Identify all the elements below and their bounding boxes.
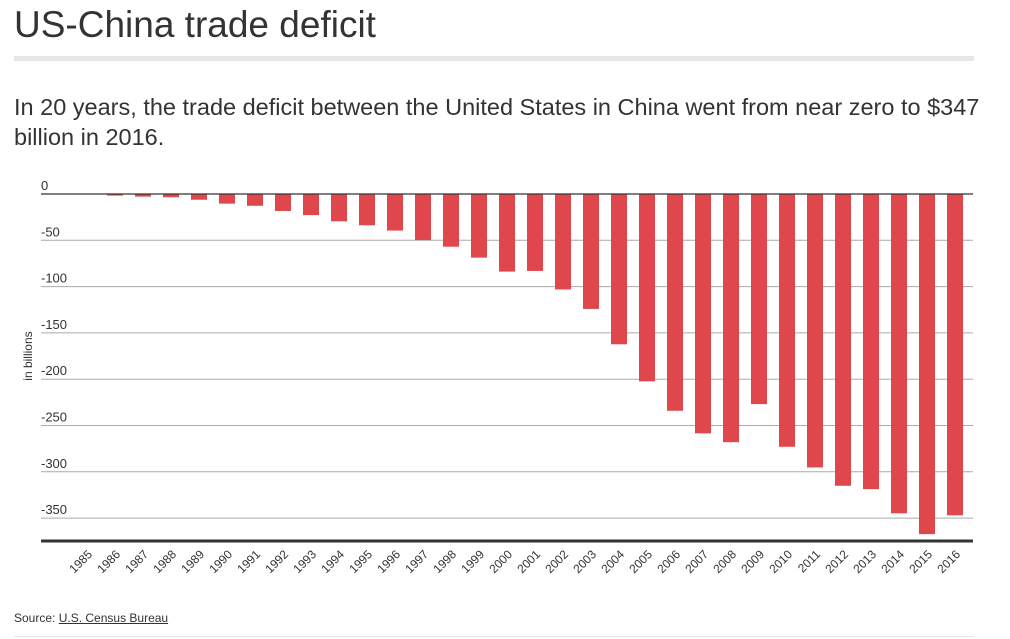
- bar-chart: 0 -50 -100 -150 -200 -250 -300 -350 in billions 1…: [21, 178, 973, 576]
- bar-2008: [723, 194, 739, 443]
- x-tick-label: 1991: [234, 547, 263, 576]
- x-tick-label: 2016: [934, 547, 963, 576]
- bar-1995: [359, 194, 375, 226]
- title-divider: [14, 56, 974, 61]
- y-tick-label: 0: [41, 178, 48, 193]
- x-tick-label: 1988: [150, 547, 179, 576]
- x-tick-label: 1993: [290, 547, 319, 576]
- bar-2003: [583, 194, 599, 309]
- y-tick-label: -350: [41, 502, 67, 517]
- bar-1989: [191, 194, 207, 200]
- x-tick-label: 2013: [850, 547, 879, 576]
- bar-1986: [107, 194, 123, 196]
- bar-1993: [303, 194, 319, 216]
- x-tick-label: 1997: [402, 547, 431, 576]
- x-tick-label: 2007: [682, 547, 711, 576]
- x-tick-label: 1992: [262, 547, 291, 576]
- bar-1997: [415, 194, 431, 241]
- x-tick-label: 1989: [178, 547, 207, 576]
- x-tick-label: 1995: [346, 547, 375, 576]
- bar-2016: [947, 194, 963, 516]
- x-tick-label: 2015: [906, 547, 935, 576]
- x-tick-label: 1999: [458, 547, 487, 576]
- chart-subtitle: In 20 years, the trade deficit between t…: [14, 94, 980, 150]
- bar-2004: [611, 194, 627, 345]
- x-tick-label: 2005: [626, 547, 655, 576]
- source-note: Source: U.S. Census Bureau: [14, 611, 168, 625]
- bar-2000: [499, 194, 515, 272]
- bar-2009: [751, 194, 767, 405]
- x-tick-label: 2011: [795, 547, 823, 575]
- x-tick-label: 2014: [878, 547, 907, 576]
- x-tick-label: 1990: [206, 547, 235, 576]
- bar-2010: [779, 194, 795, 447]
- bar-1992: [275, 194, 291, 211]
- x-tick-label: 1994: [318, 547, 347, 576]
- y-tick-label: -150: [41, 317, 67, 332]
- bar-1994: [331, 194, 347, 222]
- x-tick-label: 1987: [122, 547, 151, 576]
- bar-2006: [667, 194, 683, 411]
- x-tick-label: 2010: [766, 547, 795, 576]
- x-tick-label: 1996: [374, 547, 403, 576]
- x-tick-label: 2012: [822, 547, 851, 576]
- bar-2005: [639, 194, 655, 382]
- x-tick-label: 1985: [66, 547, 95, 576]
- bar-2002: [555, 194, 571, 290]
- bar-1987: [135, 194, 151, 197]
- footer-divider: [14, 636, 974, 637]
- bar-1998: [443, 194, 459, 247]
- y-tick-label: -100: [41, 271, 67, 286]
- bar-2012: [835, 194, 851, 486]
- x-tick-label: 2006: [654, 547, 683, 576]
- bar-2013: [863, 194, 879, 490]
- x-tick-label: 2008: [710, 547, 739, 576]
- y-tick-label: -250: [41, 410, 67, 425]
- x-tick-label: 2003: [570, 547, 599, 576]
- bar-2001: [527, 194, 543, 271]
- source-label: Source:: [14, 611, 56, 625]
- bar-1988: [163, 194, 179, 198]
- x-tick-label: 1998: [430, 547, 459, 576]
- bar-1996: [387, 194, 403, 231]
- x-tick-label: 2001: [514, 547, 543, 576]
- bar-2011: [807, 194, 823, 468]
- bar-1990: [219, 194, 235, 204]
- chart-title: US-China trade deficit: [14, 4, 376, 45]
- x-tick-label: 2002: [542, 547, 571, 576]
- y-tick-label: -300: [41, 456, 67, 471]
- source-link[interactable]: U.S. Census Bureau: [58, 611, 169, 625]
- bar-1999: [471, 194, 487, 258]
- y-axis-label: in billions: [21, 331, 35, 380]
- x-tick-label: 2009: [738, 547, 767, 576]
- y-tick-label: -50: [41, 224, 60, 239]
- y-tick-label: -200: [41, 363, 67, 378]
- bar-2007: [695, 194, 711, 434]
- bar-2014: [891, 194, 907, 514]
- x-tick-label: 2000: [486, 547, 515, 576]
- x-tick-label: 2004: [598, 547, 627, 576]
- x-tick-label: 1986: [94, 547, 123, 576]
- bar-1991: [247, 194, 263, 206]
- bar-2015: [919, 194, 935, 535]
